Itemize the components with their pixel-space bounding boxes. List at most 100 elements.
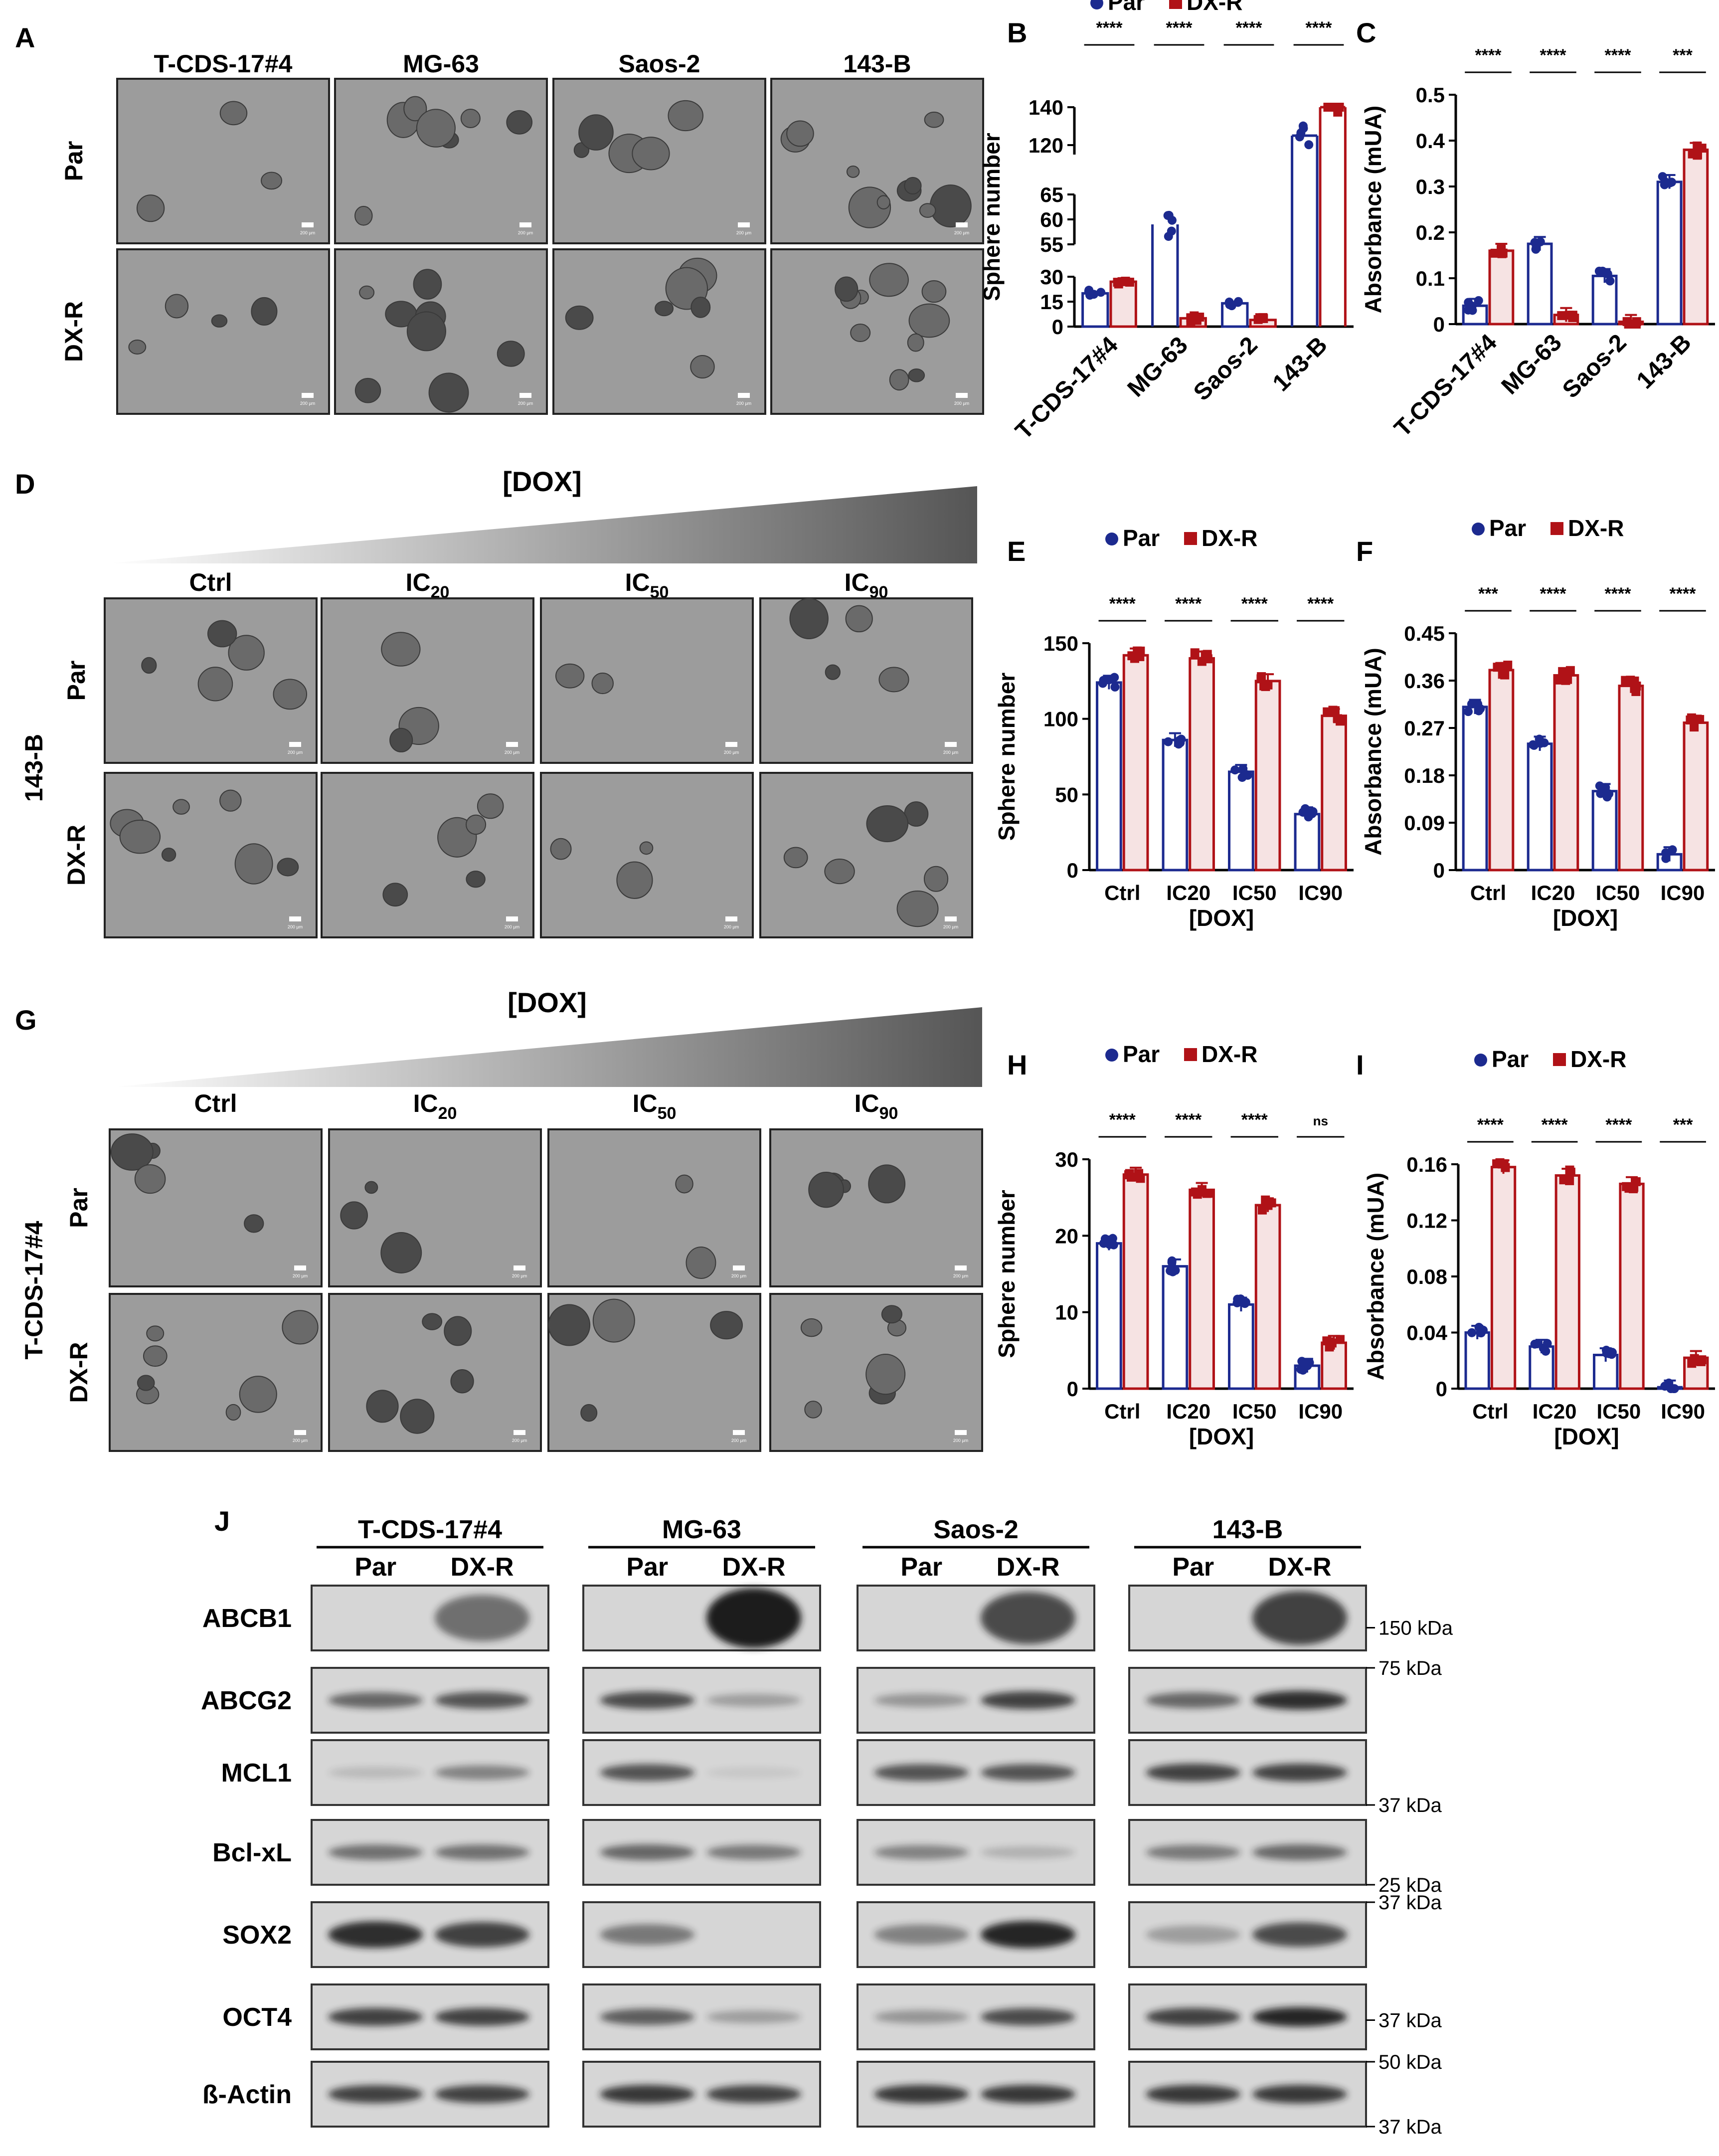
micrograph: 200 µm: [109, 1128, 323, 1287]
sphere-blob: [876, 195, 890, 209]
marker-label: 37 kDa: [1378, 1795, 1442, 1816]
data-point: [1467, 699, 1476, 709]
micrograph: 200 µm: [769, 1293, 983, 1452]
sphere-blob: [878, 667, 909, 693]
x-tick-label: IC50: [1232, 881, 1277, 904]
bar-par: [1162, 1265, 1189, 1390]
blot-band: [435, 1692, 529, 1709]
data-point: [1468, 306, 1477, 315]
sphere-blob: [444, 1316, 472, 1346]
sphere-blob: [904, 177, 922, 195]
legend-label-par: Par: [1123, 525, 1160, 551]
sphere-blob: [197, 667, 233, 702]
blot-band: [600, 1691, 695, 1709]
micrograph: 200 µm: [321, 772, 534, 938]
sphere-blob: [690, 296, 711, 318]
x-axis-label: [DOX]: [1554, 1424, 1619, 1449]
dose-ramp: [107, 486, 977, 563]
data-point: [1333, 714, 1342, 723]
chart-C-absorbance: 0 0.1 0.2 0.3 0.4 0.5 Absorbance (mUA) Par DX-R *…: [1360, 0, 1715, 442]
data-point: [1568, 311, 1577, 320]
blot-band: [328, 2085, 423, 2103]
sphere-blob: [869, 263, 909, 297]
sphere-blob: [366, 1390, 399, 1423]
sphere-blob: [908, 368, 925, 382]
data-point: [1598, 266, 1607, 276]
data-point: [1117, 277, 1127, 286]
blot-cell-line-header: 143-B: [1212, 1515, 1283, 1544]
micrograph: 200 µm: [104, 597, 318, 764]
y-tick-label: 150: [1043, 632, 1078, 655]
sphere-blob: [340, 1201, 368, 1230]
marker-label: 50 kDa: [1378, 2051, 1442, 2073]
significance-label: ****: [1236, 18, 1263, 37]
scale-bar-label: 200 µm: [724, 750, 739, 755]
sphere-blob: [921, 280, 947, 303]
significance-label: ****: [1605, 584, 1632, 603]
micrograph: 200 µm: [552, 248, 766, 415]
sphere-blob: [207, 620, 237, 648]
significance-label: ****: [1540, 46, 1567, 65]
micrograph: 200 µm: [770, 248, 984, 415]
sphere-blob: [413, 269, 442, 300]
bar-dxr: [1683, 148, 1709, 326]
blot-band: [1146, 1925, 1241, 1944]
data-point: [1323, 707, 1332, 717]
bar-par: [1162, 738, 1189, 872]
x-tick-label: IC50: [1232, 1400, 1277, 1423]
sphere-blob: [592, 1298, 635, 1343]
x-tick-label: Saos-2: [1557, 329, 1632, 403]
blot-band: [1252, 2007, 1347, 2027]
data-point: [1501, 1163, 1510, 1172]
chart-I-absorbance: 0 0.04 0.08 0.12 0.16 Absorbance (mUA) Par DX-R…: [1363, 1046, 1715, 1449]
sphere-blob: [400, 1399, 435, 1434]
sphere-blob: [137, 1375, 155, 1391]
x-tick-label: Ctrl: [1104, 1400, 1140, 1423]
data-point: [1474, 296, 1483, 305]
data-point: [1565, 1165, 1574, 1175]
sphere-blob: [578, 114, 614, 151]
x-tick-label: IC20: [1533, 1400, 1577, 1423]
sphere-blob: [846, 166, 860, 178]
panel-letter-H: H: [1007, 1049, 1027, 1080]
bar-dxr: [1619, 1182, 1645, 1390]
data-point: [1295, 132, 1304, 142]
data-point: [1304, 812, 1313, 822]
y-tick-label: 15: [1040, 290, 1063, 314]
row-label: Par: [65, 1188, 93, 1228]
sphere-blob: [141, 657, 157, 674]
bar-dxr: [1683, 721, 1709, 872]
y-tick-label: 65: [1040, 183, 1063, 206]
micrograph-frame: [540, 772, 754, 938]
sphere-blob: [219, 789, 242, 812]
sphere-blob: [354, 205, 373, 226]
blot-lane-label: DX-R: [996, 1553, 1059, 1582]
blot-band: [1252, 1691, 1347, 1710]
blot-band: [1146, 1764, 1241, 1782]
significance-label: ****: [1241, 594, 1268, 613]
data-point: [1498, 670, 1507, 679]
sphere-blob: [119, 819, 161, 854]
scale-bar: [955, 1430, 967, 1435]
blot-band: [981, 2085, 1075, 2104]
y-tick-label: 30: [1040, 265, 1063, 289]
y-tick-label: 0.18: [1404, 764, 1445, 787]
column-header: IC90: [855, 1089, 898, 1123]
x-tick-label: MG-63: [1497, 329, 1567, 399]
legend-marker-par: [1105, 533, 1118, 545]
sphere-blob: [907, 333, 924, 352]
blot-band: [706, 1588, 801, 1648]
sphere-blob: [866, 805, 909, 843]
data-point: [1167, 226, 1176, 236]
blot-protein-label: ABCG2: [201, 1686, 292, 1715]
data-point: [1605, 276, 1615, 286]
data-point: [1261, 682, 1270, 691]
bar-dxr: [1321, 715, 1347, 872]
data-point: [1695, 715, 1705, 724]
sphere-blob: [548, 1304, 591, 1346]
legend-marker-par: [1472, 523, 1485, 536]
scale-bar: [519, 393, 531, 398]
dose-ramp: [112, 1007, 982, 1087]
blot-lane-label: DX-R: [722, 1553, 785, 1582]
data-point: [1190, 648, 1200, 658]
